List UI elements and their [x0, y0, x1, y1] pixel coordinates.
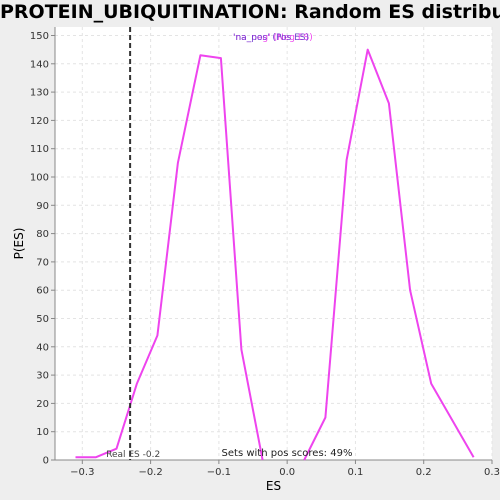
x-tick-label: 0.1 [347, 467, 363, 478]
y-tick-label: 120 [30, 116, 49, 127]
y-tick-label: 130 [30, 88, 49, 99]
y-tick-label: 0 [43, 456, 49, 467]
series-line-pos [303, 48, 475, 461]
y-tick-label: 20 [36, 399, 49, 410]
x-tick-label: −0.1 [207, 467, 231, 478]
real-es-label: Real ES -0.2 [106, 450, 160, 460]
legend-entry: 'na_pos' (Pos ES) [233, 33, 309, 43]
y-axis-label: P(ES) [12, 228, 26, 260]
y-tick-label: 110 [30, 144, 49, 155]
y-tick-label: 40 [36, 342, 49, 353]
y-tick-label: 100 [30, 172, 49, 183]
y-tick-label: 70 [36, 257, 49, 268]
legend-entry: 'na_neg' (Neg ES) [233, 33, 313, 43]
y-tick-label: 30 [36, 371, 49, 382]
x-tick-label: −0.3 [70, 467, 94, 478]
chart-title: PROTEIN_UBIQUITINATION: Random ES distri… [0, 1, 500, 23]
y-tick-label: 10 [36, 427, 49, 438]
x-tick-label: 0.0 [279, 467, 295, 478]
y-tick-label: 140 [30, 59, 49, 70]
plot-area [55, 27, 492, 460]
y-tick-label: 60 [36, 286, 49, 297]
y-tick-label: 90 [36, 201, 49, 212]
series-line-neg [75, 54, 264, 461]
y-tick-label: 80 [36, 229, 49, 240]
x-axis-label: ES [266, 479, 281, 493]
y-tick-label: 50 [36, 314, 49, 325]
y-tick-label: 150 [30, 31, 49, 42]
x-tick-label: −0.2 [138, 467, 162, 478]
x-tick-label: 0.3 [484, 467, 500, 478]
pos-scores-annotation: Sets with pos scores: 49% [222, 448, 353, 459]
x-tick-label: 0.2 [416, 467, 432, 478]
